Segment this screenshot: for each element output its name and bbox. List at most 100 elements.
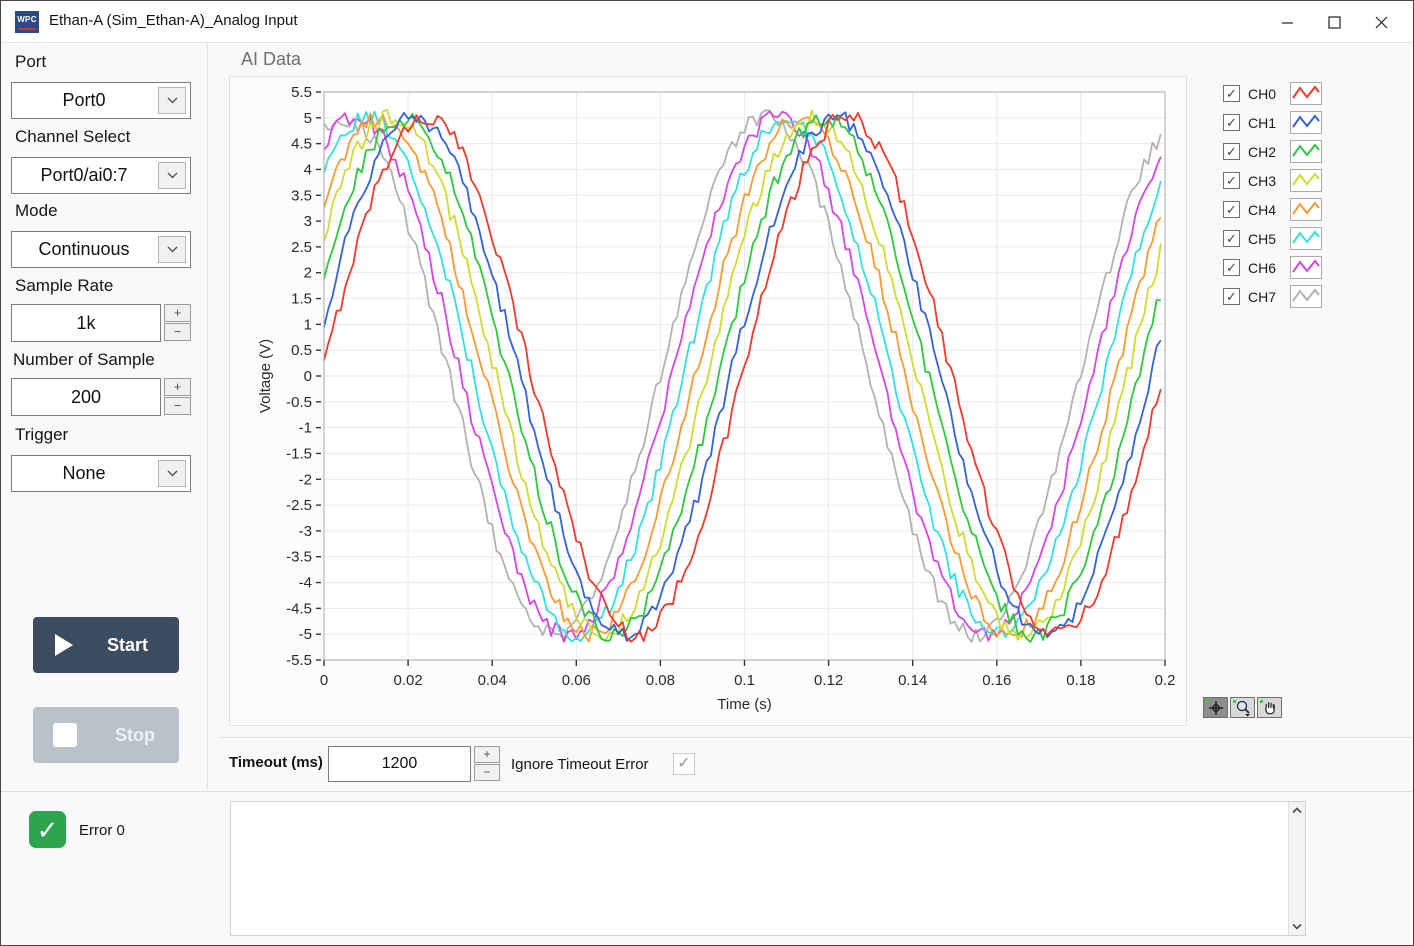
mode-dropdown[interactable]: Continuous bbox=[11, 231, 191, 268]
legend-row-ch2: ✓ CH2 bbox=[1223, 137, 1322, 166]
channel-select-dropdown[interactable]: Port0/ai0:7 bbox=[11, 157, 191, 194]
y-tick-label: 1 bbox=[304, 316, 312, 333]
channel-label: CH3 bbox=[1248, 173, 1284, 189]
error-message-box[interactable] bbox=[230, 801, 1306, 936]
sample-rate-input[interactable]: 1k bbox=[11, 304, 161, 342]
plot-style-sample-ch7[interactable] bbox=[1290, 285, 1322, 308]
y-tick-label: -4.5 bbox=[286, 600, 312, 617]
scroll-up-button[interactable] bbox=[1289, 802, 1305, 819]
port-dropdown[interactable]: Port0 bbox=[11, 82, 191, 119]
panel-splitter[interactable] bbox=[207, 43, 208, 789]
maximize-button[interactable] bbox=[1311, 1, 1358, 43]
scrollbar[interactable] bbox=[1288, 802, 1305, 935]
y-tick-label: 3.5 bbox=[291, 187, 312, 204]
plot-style-sample-ch4[interactable] bbox=[1290, 198, 1322, 221]
line-sample-icon bbox=[1291, 141, 1321, 162]
line-sample-icon bbox=[1291, 83, 1321, 104]
plot-style-sample-ch0[interactable] bbox=[1290, 82, 1322, 105]
chevron-down-icon[interactable] bbox=[158, 236, 186, 263]
window-title: Ethan-A (Sim_Ethan-A)_Analog Input bbox=[49, 12, 297, 29]
waveform-plot[interactable]: 5.554.543.532.521.510.50-0.5-1-1.5-2-2.5… bbox=[230, 77, 1188, 727]
chevron-down-icon[interactable] bbox=[158, 162, 186, 189]
num-samples-decrement-button[interactable]: − bbox=[164, 397, 191, 415]
titlebar[interactable]: WPC Ethan-A (Sim_Ethan-A)_Analog Input bbox=[1, 1, 1413, 43]
minimize-icon bbox=[1281, 16, 1294, 29]
channel-label: CH6 bbox=[1248, 260, 1284, 276]
channel-checkbox-ch7[interactable]: ✓ bbox=[1223, 288, 1240, 305]
port-label: Port bbox=[15, 52, 46, 72]
mode-label: Mode bbox=[15, 201, 58, 221]
timeout-increment-button[interactable]: + bbox=[474, 746, 500, 763]
channel-checkbox-ch4[interactable]: ✓ bbox=[1223, 201, 1240, 218]
channel-label: CH1 bbox=[1248, 115, 1284, 131]
ignore-timeout-checkbox[interactable]: ✓ bbox=[673, 753, 695, 775]
line-sample-icon bbox=[1291, 112, 1321, 133]
channel-checkbox-ch3[interactable]: ✓ bbox=[1223, 172, 1240, 189]
x-tick-label: 0.14 bbox=[898, 672, 927, 689]
y-tick-label: -2.5 bbox=[286, 497, 312, 514]
cursor-tool-button[interactable] bbox=[1203, 697, 1228, 718]
chevron-up-icon bbox=[1292, 807, 1302, 814]
channel-checkbox-ch5[interactable]: ✓ bbox=[1223, 230, 1240, 247]
timeout-decrement-button[interactable]: − bbox=[474, 764, 500, 781]
y-tick-label: 5.5 bbox=[291, 84, 312, 101]
channel-checkbox-ch0[interactable]: ✓ bbox=[1223, 85, 1240, 102]
y-tick-label: 4.5 bbox=[291, 136, 312, 153]
plot-style-sample-ch2[interactable] bbox=[1290, 140, 1322, 163]
line-sample-icon bbox=[1291, 257, 1321, 278]
chevron-down-icon[interactable] bbox=[158, 460, 186, 487]
pan-tool-button[interactable] bbox=[1257, 697, 1282, 718]
app-icon-text: WPC bbox=[17, 15, 37, 24]
sample-rate-decrement-button[interactable]: − bbox=[164, 323, 191, 341]
y-tick-label: 0.5 bbox=[291, 342, 312, 359]
zoom-tool-button[interactable] bbox=[1230, 697, 1255, 718]
y-tick-label: 2.5 bbox=[291, 239, 312, 256]
channel-checkbox-ch6[interactable]: ✓ bbox=[1223, 259, 1240, 276]
y-tick-label: -0.5 bbox=[286, 394, 312, 411]
close-button[interactable] bbox=[1358, 1, 1405, 43]
channel-select-value: Port0/ai0:7 bbox=[12, 158, 156, 193]
channel-legend: ✓CH0✓CH1✓CH2✓CH3✓CH4✓CH5✓CH6✓CH7 bbox=[1223, 79, 1322, 311]
ai-data-graph[interactable]: 5.554.543.532.521.510.50-0.5-1-1.5-2-2.5… bbox=[229, 76, 1187, 726]
num-samples-increment-button[interactable]: + bbox=[164, 378, 191, 396]
close-icon bbox=[1375, 16, 1388, 29]
scroll-down-button[interactable] bbox=[1289, 918, 1305, 935]
chevron-down-icon[interactable] bbox=[158, 87, 186, 114]
plot-style-sample-ch5[interactable] bbox=[1290, 227, 1322, 250]
channel-checkbox-ch2[interactable]: ✓ bbox=[1223, 143, 1240, 160]
timeout-input[interactable]: 1200 bbox=[328, 746, 471, 782]
channel-label: CH0 bbox=[1248, 86, 1284, 102]
x-tick-label: 0.12 bbox=[814, 672, 843, 689]
y-tick-label: -5.5 bbox=[286, 652, 312, 669]
plot-style-sample-ch6[interactable] bbox=[1290, 256, 1322, 279]
y-tick-label: 1.5 bbox=[291, 291, 312, 308]
mode-value: Continuous bbox=[12, 232, 156, 267]
legend-row-ch7: ✓ CH7 bbox=[1223, 282, 1322, 311]
y-tick-label: 2 bbox=[304, 265, 312, 282]
x-tick-label: 0.2 bbox=[1155, 672, 1176, 689]
channel-checkbox-ch1[interactable]: ✓ bbox=[1223, 114, 1240, 131]
channel-label: CH7 bbox=[1248, 289, 1284, 305]
stop-button[interactable]: Stop bbox=[33, 707, 179, 763]
y-tick-label: -4 bbox=[299, 575, 312, 592]
minimize-button[interactable] bbox=[1264, 1, 1311, 43]
x-tick-label: 0.02 bbox=[393, 672, 422, 689]
num-samples-input[interactable]: 200 bbox=[11, 378, 161, 416]
plot-style-sample-ch3[interactable] bbox=[1290, 169, 1322, 192]
sample-rate-increment-button[interactable]: + bbox=[164, 304, 191, 322]
play-icon bbox=[55, 634, 73, 656]
start-button[interactable]: Start bbox=[33, 617, 179, 673]
plot-style-sample-ch1[interactable] bbox=[1290, 111, 1322, 134]
error-status-checkbox[interactable]: ✓ bbox=[29, 811, 66, 848]
start-button-label: Start bbox=[107, 635, 148, 656]
channel-label: CH2 bbox=[1248, 144, 1284, 160]
timeout-label: Timeout (ms) bbox=[229, 754, 323, 771]
legend-row-ch0: ✓ CH0 bbox=[1223, 79, 1322, 108]
ignore-timeout-label: Ignore Timeout Error bbox=[511, 756, 649, 773]
legend-row-ch5: ✓CH5 bbox=[1223, 224, 1322, 253]
y-tick-label: -3.5 bbox=[286, 549, 312, 566]
tool-indicator-dot bbox=[1233, 700, 1236, 703]
legend-row-ch3: ✓ CH3 bbox=[1223, 166, 1322, 195]
legend-row-ch1: ✓ CH1 bbox=[1223, 108, 1322, 137]
trigger-dropdown[interactable]: None bbox=[11, 455, 191, 492]
